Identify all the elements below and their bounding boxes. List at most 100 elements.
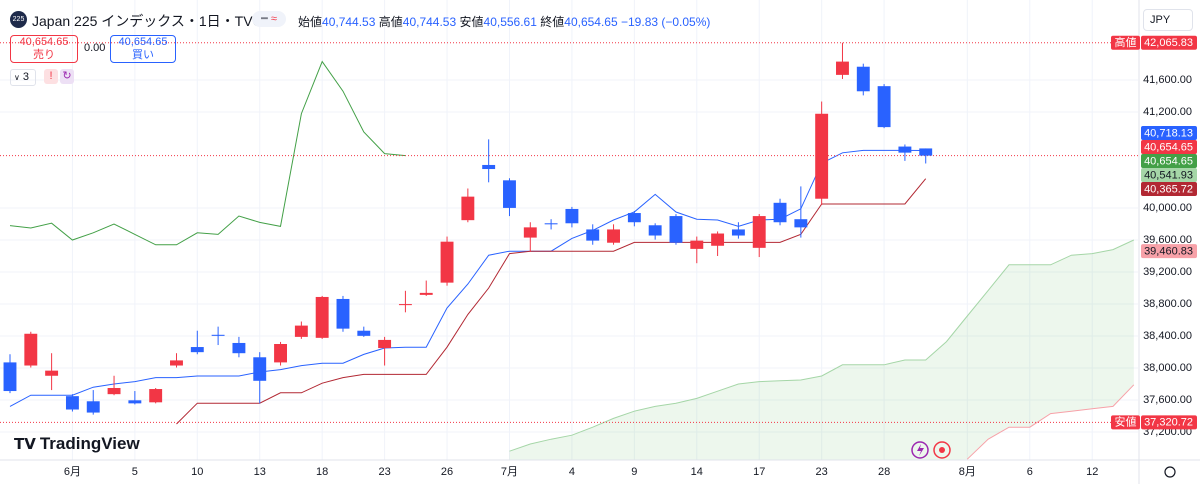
x-tick-label: 17	[753, 466, 765, 478]
candle-body	[3, 362, 17, 392]
candle-body	[232, 342, 246, 354]
candle-body	[398, 304, 412, 306]
alert-icon[interactable]	[911, 441, 929, 459]
candle-body	[503, 180, 516, 208]
price-label	[1141, 140, 1197, 155]
candle-body	[690, 240, 704, 249]
price-label-text: 40,718.13	[1144, 127, 1193, 139]
cloud-line	[509, 239, 1135, 452]
ohlc-label: 安値	[459, 15, 484, 29]
y-tick-label: 38,000.00	[1143, 362, 1192, 374]
y-tick-label: 39,200.00	[1143, 266, 1192, 278]
candle-body	[461, 196, 475, 221]
candle-body	[544, 223, 558, 225]
indicator-toggle[interactable]: ∨ 3	[10, 69, 36, 86]
buy-label: 買い	[132, 49, 154, 61]
spread: 0.00	[84, 42, 106, 54]
candle-body	[45, 370, 59, 376]
candle-body	[773, 202, 787, 223]
ohlc: 始値40,744.53 高値40,744.53 安値40,556.61 終値40…	[298, 13, 710, 30]
ohlc-value: 40,744.53	[322, 15, 376, 29]
indicator-line	[9, 149, 926, 407]
sell-button[interactable]: 40,654.65 売り	[10, 35, 78, 63]
price-label-text: 37,320.72	[1144, 417, 1193, 429]
x-tick-label: 23	[378, 466, 390, 478]
candle-body	[170, 360, 183, 366]
candle-body	[211, 334, 225, 336]
candle-body	[627, 213, 641, 223]
candle-body	[274, 344, 287, 363]
candle-body	[357, 330, 371, 336]
warning-icon[interactable]: !	[44, 69, 58, 84]
axes: 37,200.0037,600.0038,000.0038,400.0038,8…	[64, 35, 1197, 478]
candle-body	[648, 225, 662, 236]
candle-body	[294, 325, 308, 337]
indicator-line	[9, 60, 406, 246]
price-label	[1141, 168, 1197, 183]
y-tick-label: 38,400.00	[1143, 330, 1192, 342]
ohlc-label: 高値	[378, 15, 403, 29]
symbol-icon: 225	[10, 11, 27, 28]
candle-body	[836, 61, 849, 75]
candle-body	[315, 296, 329, 338]
indicator-count: 3	[22, 71, 29, 83]
candle-body	[815, 113, 829, 199]
ohlc-label: 始値	[298, 15, 323, 29]
sell-label: 売り	[33, 49, 55, 61]
candle-body	[586, 229, 600, 241]
candle-body	[752, 216, 766, 248]
x-tick-label: 23	[816, 466, 828, 478]
y-tick-label: 41,200.00	[1143, 106, 1192, 118]
candle-body	[253, 357, 267, 381]
price-label	[1141, 126, 1197, 141]
x-tick-label: 26	[441, 466, 453, 478]
candle-body	[669, 216, 683, 243]
x-tick-label: 18	[316, 466, 328, 478]
price-label	[1141, 154, 1197, 169]
record-icon	[939, 447, 945, 453]
x-tick-label: 6月	[64, 466, 81, 478]
price-tag	[1111, 35, 1140, 50]
x-tick-label: 28	[878, 466, 890, 478]
price-label-text: 40,654.65	[1144, 141, 1193, 153]
cloud-line	[966, 384, 1135, 460]
refresh-icon[interactable]: ↻	[60, 69, 74, 84]
logo[interactable]: 𝗧𝗩 TradingView	[14, 434, 140, 453]
price-label-text: 42,065.83	[1144, 37, 1193, 49]
x-tick-label: 8月	[959, 466, 976, 478]
candle-body	[794, 219, 808, 228]
ohlc-value: 40,556.61	[483, 15, 537, 29]
candle-body	[149, 389, 163, 403]
price-label-text: 40,365.72	[1144, 183, 1193, 195]
record-icon[interactable]	[933, 441, 951, 459]
candle-body	[856, 66, 870, 92]
status-pill[interactable]: ━ ≈	[252, 11, 286, 27]
y-tick-label: 39,600.00	[1143, 234, 1192, 246]
settings-icon[interactable]	[1164, 466, 1176, 478]
x-tick-label: 14	[691, 466, 703, 478]
x-tick-label: 12	[1086, 466, 1098, 478]
candle-body	[440, 241, 454, 283]
x-tick-label: 4	[569, 466, 575, 478]
candle-body	[919, 148, 933, 156]
candle-body	[24, 333, 38, 366]
ohlc-label: 終値	[540, 15, 565, 29]
candle-body	[107, 388, 121, 395]
y-tick-label: 38,800.00	[1143, 298, 1192, 310]
symbol-title[interactable]: Japan 225 インデックス・1日・TVC	[32, 13, 263, 29]
buy-price: 40,654.65	[118, 36, 168, 48]
currency-button[interactable]: JPY	[1143, 9, 1193, 31]
change: −19.83 (−0.05%)	[621, 15, 711, 29]
candle-body	[711, 233, 725, 246]
buy-button[interactable]: 40,654.65 買い	[110, 35, 176, 63]
x-tick-label: 6	[1027, 466, 1033, 478]
price-tag-text: 安値	[1115, 415, 1137, 429]
x-tick-label: 7月	[501, 466, 518, 478]
candle-body	[128, 400, 142, 404]
price-label-text: 40,541.93	[1144, 169, 1193, 181]
candle-body	[523, 227, 537, 238]
plot-area	[0, 42, 1138, 460]
candle-body	[86, 401, 100, 413]
